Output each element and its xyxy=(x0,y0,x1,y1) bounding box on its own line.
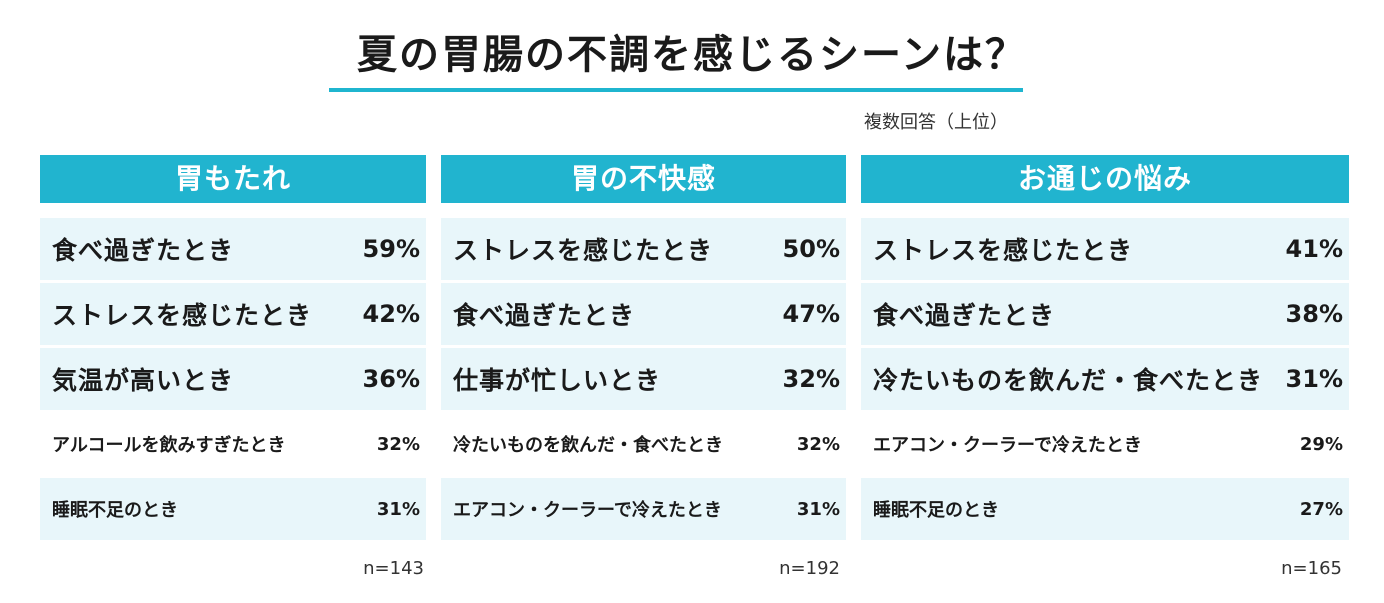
row-label: 睡眠不足のとき xyxy=(52,500,178,521)
row-percentage: 36% xyxy=(362,365,420,393)
row-percentage: 41% xyxy=(1285,235,1343,263)
sample-size-label: n=192 xyxy=(779,558,840,579)
table-row: エアコン・クーラーで冷えたとき 31% xyxy=(441,478,846,540)
response-note: 複数回答（上位） xyxy=(864,112,1008,133)
panel-header: 胃もたれ xyxy=(40,155,426,203)
panel-header: 胃の不快感 xyxy=(441,155,846,203)
row-percentage: 31% xyxy=(1285,365,1343,393)
row-percentage: 31% xyxy=(376,498,420,520)
row-label: 冷たいものを飲んだ・食べたとき xyxy=(453,435,723,456)
row-percentage: 38% xyxy=(1285,300,1343,328)
row-label: 食べ過ぎたとき xyxy=(52,236,235,265)
row-percentage: 50% xyxy=(782,235,840,263)
row-label: ストレスを感じたとき xyxy=(873,236,1134,265)
sample-size-label: n=165 xyxy=(1281,558,1342,579)
table-row: エアコン・クーラーで冷えたとき 29% xyxy=(861,413,1349,475)
row-label: 冷たいものを飲んだ・食べたとき xyxy=(873,366,1264,395)
table-row: 食べ過ぎたとき 59% xyxy=(40,218,426,280)
row-label: ストレスを感じたとき xyxy=(453,236,714,265)
table-row: ストレスを感じたとき 42% xyxy=(40,283,426,345)
panel-stomach-discomfort: 胃の不快感 ストレスを感じたとき 50% 食べ過ぎたとき 47% 仕事が忙しいとき 32%… xyxy=(441,155,846,540)
chart-title: 夏の胃腸の不調を感じるシーンは？ xyxy=(357,32,1027,78)
table-row: 食べ過ぎたとき 38% xyxy=(861,283,1349,345)
row-label: エアコン・クーラーで冷えたとき xyxy=(873,435,1142,456)
table-row: 冷たいものを飲んだ・食べたとき 31% xyxy=(861,348,1349,410)
row-label: 食べ過ぎたとき xyxy=(873,301,1056,330)
row-percentage: 32% xyxy=(796,433,840,455)
table-row: 冷たいものを飲んだ・食べたとき 32% xyxy=(441,413,846,475)
row-percentage: 32% xyxy=(376,433,420,455)
title-underline xyxy=(329,88,1023,92)
row-percentage: 42% xyxy=(362,300,420,328)
table-row: 食べ過ぎたとき 47% xyxy=(441,283,846,345)
row-percentage: 59% xyxy=(362,235,420,263)
row-label: アルコールを飲みすぎたとき xyxy=(52,435,286,456)
row-percentage: 47% xyxy=(782,300,840,328)
table-row: 睡眠不足のとき 27% xyxy=(861,478,1349,540)
panel-header: お通じの悩み xyxy=(861,155,1349,203)
sample-size-label: n=143 xyxy=(363,558,424,579)
row-label: 気温が高いとき xyxy=(52,366,235,395)
table-row: 仕事が忙しいとき 32% xyxy=(441,348,846,410)
row-percentage: 27% xyxy=(1299,498,1343,520)
row-percentage: 31% xyxy=(796,498,840,520)
row-label: エアコン・クーラーで冷えたとき xyxy=(453,500,722,521)
panel-stomach-heaviness: 胃もたれ 食べ過ぎたとき 59% ストレスを感じたとき 42% 気温が高いとき 36% アル… xyxy=(40,155,426,540)
row-label: ストレスを感じたとき xyxy=(52,301,313,330)
table-row: 睡眠不足のとき 31% xyxy=(40,478,426,540)
row-label: 食べ過ぎたとき xyxy=(453,301,636,330)
row-label: 仕事が忙しいとき xyxy=(453,366,662,395)
table-row: ストレスを感じたとき 41% xyxy=(861,218,1349,280)
table-row: ストレスを感じたとき 50% xyxy=(441,218,846,280)
row-label: 睡眠不足のとき xyxy=(873,500,999,521)
panel-bowel-issues: お通じの悩み ストレスを感じたとき 41% 食べ過ぎたとき 38% 冷たいものを飲んだ・… xyxy=(861,155,1349,540)
table-row: アルコールを飲みすぎたとき 32% xyxy=(40,413,426,475)
row-percentage: 29% xyxy=(1299,433,1343,455)
table-row: 気温が高いとき 36% xyxy=(40,348,426,410)
row-percentage: 32% xyxy=(782,365,840,393)
